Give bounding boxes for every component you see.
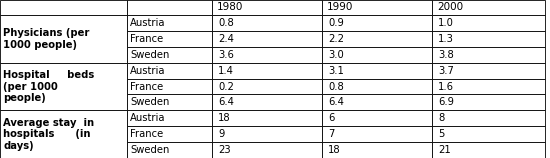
Bar bbox=[432, 0, 544, 15]
Text: 3.1: 3.1 bbox=[328, 66, 344, 76]
Text: 6.4: 6.4 bbox=[218, 97, 234, 107]
Text: 7: 7 bbox=[328, 129, 335, 139]
Bar bbox=[432, 15, 544, 31]
Bar bbox=[432, 94, 544, 110]
Text: France: France bbox=[130, 129, 163, 139]
Text: 2.4: 2.4 bbox=[218, 34, 234, 44]
Bar bbox=[432, 79, 544, 94]
Bar bbox=[322, 63, 432, 79]
Bar bbox=[126, 142, 212, 158]
Text: Average stay  in
hospitals      (in
days): Average stay in hospitals (in days) bbox=[3, 118, 95, 151]
Bar bbox=[432, 31, 544, 47]
Text: 0.8: 0.8 bbox=[218, 18, 234, 28]
Text: 3.6: 3.6 bbox=[218, 50, 234, 60]
Bar bbox=[432, 47, 544, 63]
Bar bbox=[212, 142, 322, 158]
Text: 6: 6 bbox=[328, 113, 335, 123]
Bar bbox=[322, 94, 432, 110]
Text: 2000: 2000 bbox=[437, 3, 463, 12]
Bar bbox=[126, 15, 212, 31]
Bar bbox=[322, 31, 432, 47]
Text: 1990: 1990 bbox=[327, 3, 354, 12]
Text: 6.4: 6.4 bbox=[328, 97, 344, 107]
Text: France: France bbox=[130, 82, 163, 91]
Text: Austria: Austria bbox=[130, 18, 166, 28]
Text: 21: 21 bbox=[438, 145, 451, 155]
Text: 18: 18 bbox=[218, 113, 231, 123]
Bar bbox=[126, 94, 212, 110]
Text: Austria: Austria bbox=[130, 66, 166, 76]
Text: 0.8: 0.8 bbox=[328, 82, 344, 91]
Bar bbox=[212, 79, 322, 94]
Bar bbox=[126, 0, 212, 15]
Bar bbox=[432, 142, 544, 158]
Text: Sweden: Sweden bbox=[130, 145, 170, 155]
Text: 0.9: 0.9 bbox=[328, 18, 344, 28]
Text: 5: 5 bbox=[438, 129, 445, 139]
Text: Sweden: Sweden bbox=[130, 50, 170, 60]
Text: 3.0: 3.0 bbox=[328, 50, 344, 60]
Bar bbox=[432, 63, 544, 79]
Text: 0.2: 0.2 bbox=[218, 82, 234, 91]
Bar bbox=[322, 15, 432, 31]
Bar bbox=[0, 110, 126, 158]
Text: 18: 18 bbox=[328, 145, 341, 155]
Text: 1.3: 1.3 bbox=[438, 34, 454, 44]
Bar bbox=[322, 142, 432, 158]
Bar bbox=[322, 79, 432, 94]
Bar bbox=[212, 15, 322, 31]
Text: 2.2: 2.2 bbox=[328, 34, 344, 44]
Bar bbox=[322, 126, 432, 142]
Bar bbox=[126, 63, 212, 79]
Bar bbox=[0, 15, 126, 63]
Bar bbox=[322, 47, 432, 63]
Text: 9: 9 bbox=[218, 129, 225, 139]
Text: 1.4: 1.4 bbox=[218, 66, 234, 76]
Bar bbox=[322, 110, 432, 126]
Bar bbox=[212, 31, 322, 47]
Bar bbox=[126, 79, 212, 94]
Bar bbox=[126, 31, 212, 47]
Bar bbox=[212, 0, 322, 15]
Bar bbox=[126, 126, 212, 142]
Text: 1.6: 1.6 bbox=[438, 82, 454, 91]
Text: France: France bbox=[130, 34, 163, 44]
Bar bbox=[212, 94, 322, 110]
Text: 8: 8 bbox=[438, 113, 444, 123]
Text: 23: 23 bbox=[218, 145, 231, 155]
Text: Hospital     beds
(per 1000
people): Hospital beds (per 1000 people) bbox=[3, 70, 95, 103]
Bar bbox=[432, 126, 544, 142]
Bar bbox=[432, 110, 544, 126]
Bar bbox=[212, 47, 322, 63]
Text: 3.7: 3.7 bbox=[438, 66, 454, 76]
Bar bbox=[212, 110, 322, 126]
Bar bbox=[126, 110, 212, 126]
Bar bbox=[212, 63, 322, 79]
Text: Physicians (per
1000 people): Physicians (per 1000 people) bbox=[3, 28, 90, 50]
Text: 1.0: 1.0 bbox=[438, 18, 454, 28]
Text: Sweden: Sweden bbox=[130, 97, 170, 107]
Text: 6.9: 6.9 bbox=[438, 97, 454, 107]
Text: Austria: Austria bbox=[130, 113, 166, 123]
Text: 3.8: 3.8 bbox=[438, 50, 454, 60]
Bar bbox=[0, 63, 126, 110]
Bar bbox=[322, 0, 432, 15]
Bar bbox=[212, 126, 322, 142]
Text: 1980: 1980 bbox=[217, 3, 244, 12]
Bar bbox=[0, 0, 126, 15]
Bar bbox=[126, 47, 212, 63]
